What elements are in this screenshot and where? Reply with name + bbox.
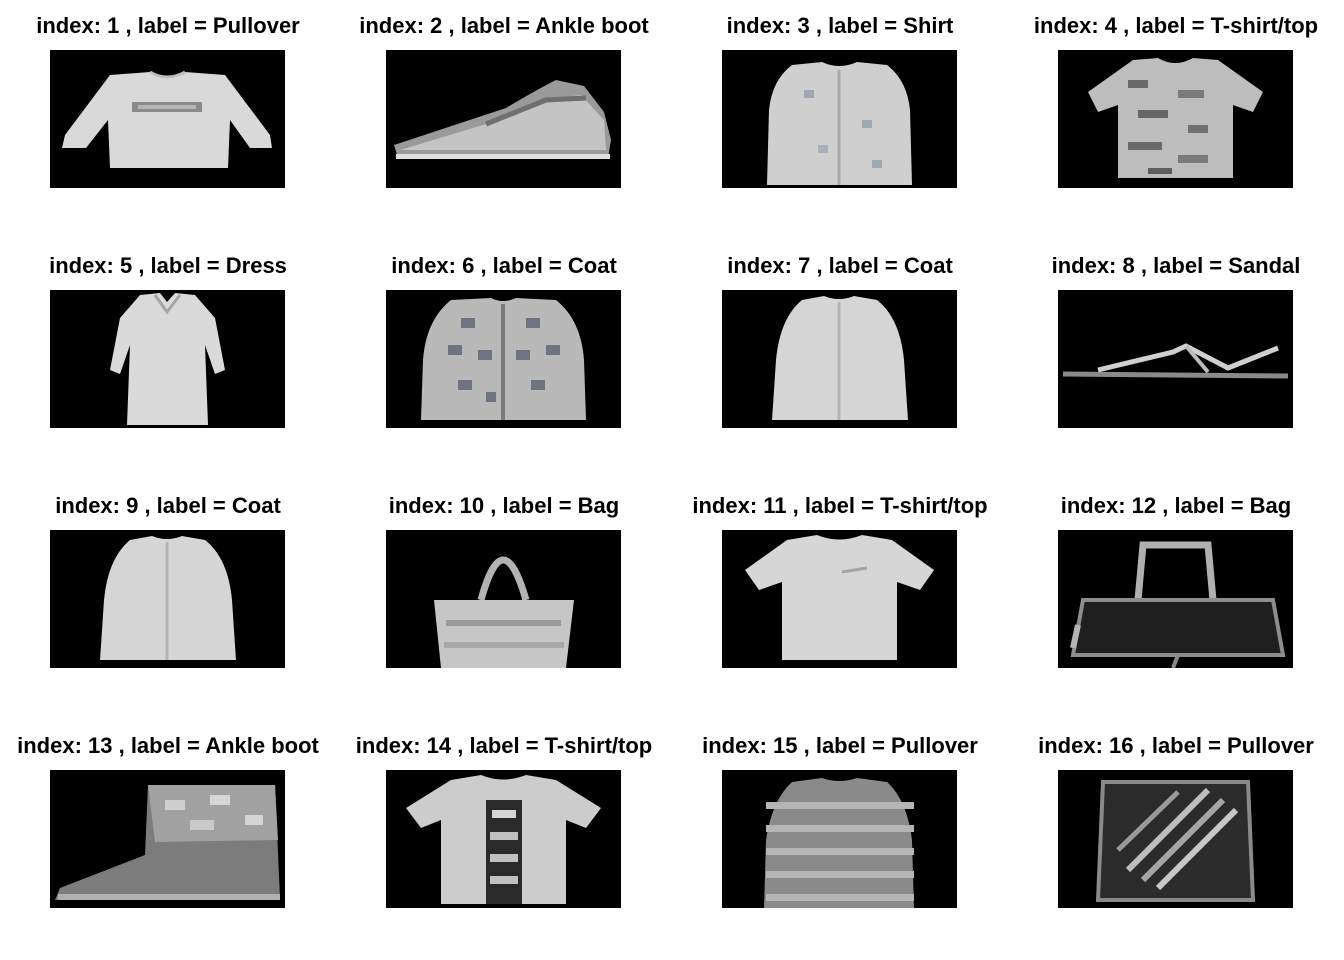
tshirt-icon [745, 535, 934, 660]
sample-title: index: 15 , label = Pullover [702, 733, 978, 758]
sample-title: index: 5 , label = Dress [49, 253, 287, 278]
dress-icon [110, 293, 225, 425]
patterned-tshirt-icon [1088, 58, 1263, 178]
sample-image [1058, 50, 1293, 188]
sample-image [1058, 770, 1293, 908]
sample-cell-16: index: 16 , label = Pullover [1008, 732, 1344, 932]
sample-title: index: 6 , label = Coat [391, 253, 617, 278]
sample-title: index: 9 , label = Coat [55, 493, 281, 518]
sample-title: index: 1 , label = Pullover [36, 13, 300, 38]
sample-title: index: 4 , label = T-shirt/top [1033, 13, 1319, 38]
striped-pullover-icon [764, 778, 914, 908]
duffel-bag-icon [1070, 541, 1286, 668]
tote-bag-icon [434, 556, 574, 668]
shirt-icon [767, 62, 912, 185]
sample-image [50, 530, 285, 668]
graphic-tshirt-icon [406, 775, 601, 904]
sample-image [386, 290, 621, 428]
sample-cell-6: index: 6 , label = Coat [336, 252, 672, 452]
sample-cell-10: index: 10 , label = Bag [336, 492, 672, 692]
sample-cell-1: index: 1 , label = Pullover [0, 12, 336, 212]
sample-cell-3: index: 3 , label = Shirt [672, 12, 1008, 212]
sample-image [722, 770, 957, 908]
sample-title: index: 7 , label = Coat [727, 253, 953, 278]
pullover-icon [62, 70, 272, 168]
sample-cell-2: index: 2 , label = Ankle boot [336, 12, 672, 212]
sample-cell-7: index: 7 , label = Coat [672, 252, 1008, 452]
sample-image [50, 770, 285, 908]
sample-cell-9: index: 9 , label = Coat [0, 492, 336, 692]
sample-image [722, 290, 957, 428]
coat-icon [100, 536, 236, 660]
sample-cell-13: index: 13 , label = Ankle boot [0, 732, 336, 932]
loafer-shoe-icon [394, 80, 611, 159]
patterned-coat-icon [421, 298, 586, 420]
sandal-icon [1062, 343, 1289, 379]
sample-cell-5: index: 5 , label = Dress [0, 252, 336, 452]
sample-title: index: 3 , label = Shirt [726, 13, 954, 38]
sample-image [722, 530, 957, 668]
sample-cell-14: index: 14 , label = T-shirt/top [336, 732, 672, 932]
sample-title: index: 10 , label = Bag [388, 493, 620, 518]
sample-image [386, 530, 621, 668]
sample-image [50, 50, 285, 188]
dark-pullover-icon [1095, 780, 1256, 902]
sample-image [722, 50, 957, 188]
sample-title: index: 16 , label = Pullover [1038, 733, 1314, 758]
sample-title: index: 12 , label = Bag [1060, 493, 1292, 518]
sample-cell-15: index: 15 , label = Pullover [672, 732, 1008, 932]
sample-title: index: 2 , label = Ankle boot [359, 13, 649, 38]
sample-image [386, 770, 621, 908]
sample-title: index: 8 , label = Sandal [1051, 253, 1301, 278]
sample-cell-11: index: 11 , label = T-shirt/top [672, 492, 1008, 692]
sample-image [386, 50, 621, 188]
sample-image [50, 290, 285, 428]
sample-cell-12: index: 12 , label = Bag [1008, 492, 1344, 692]
sample-image [1058, 530, 1293, 668]
sample-title: index: 11 , label = T-shirt/top [692, 493, 988, 518]
sample-cell-8: index: 8 , label = Sandal [1008, 252, 1344, 452]
sample-image [1058, 290, 1293, 428]
ankle-boot-icon [55, 785, 280, 900]
sample-cell-4: index: 4 , label = T-shirt/top [1008, 12, 1344, 212]
coat-icon [772, 296, 908, 420]
sample-title: index: 14 , label = T-shirt/top [355, 733, 653, 758]
sample-title: index: 13 , label = Ankle boot [17, 733, 319, 758]
